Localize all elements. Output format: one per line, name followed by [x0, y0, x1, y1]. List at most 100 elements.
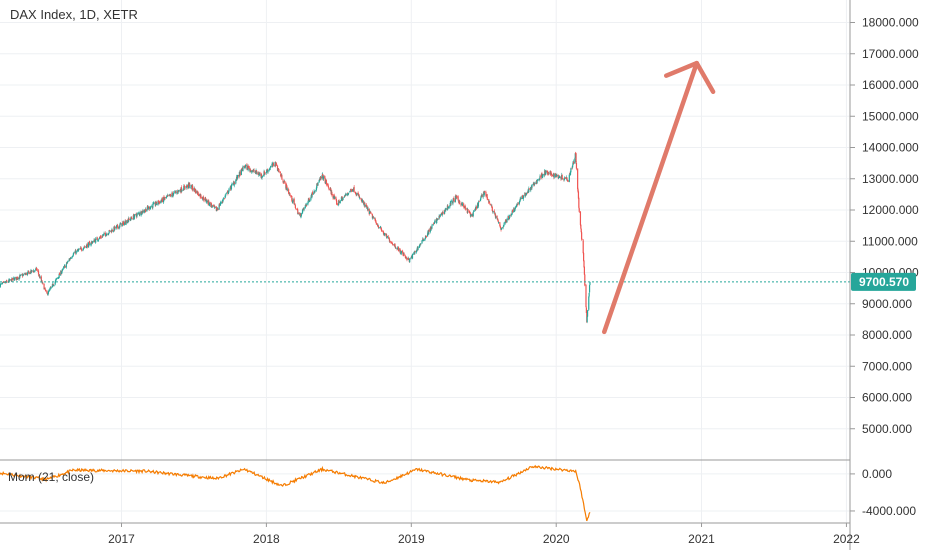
candle-body	[101, 235, 104, 238]
candle-body	[559, 176, 561, 178]
candle-body	[523, 195, 525, 198]
candle-body	[431, 225, 433, 229]
candle-body	[142, 210, 144, 214]
candle-body	[342, 197, 344, 201]
candle-body	[280, 174, 282, 177]
candle-body	[367, 208, 369, 210]
candle-body	[494, 214, 497, 218]
candle-body	[95, 238, 97, 243]
candle-body	[571, 165, 574, 168]
candle-body	[508, 217, 510, 220]
candle-body	[103, 233, 105, 235]
candle-body	[269, 168, 271, 170]
projection-arrow-shaft	[602, 60, 700, 335]
candle-body	[186, 185, 188, 188]
candle-body	[380, 227, 382, 228]
candle-body	[584, 274, 586, 286]
candle-body	[140, 211, 142, 215]
candle-body	[349, 189, 352, 191]
candle-body	[125, 223, 127, 225]
candle-body	[289, 193, 291, 195]
candle-body	[87, 242, 90, 248]
candle-body	[321, 175, 323, 179]
candle-body	[74, 252, 76, 253]
candle-body	[421, 239, 424, 241]
candle-body	[528, 188, 530, 190]
candle-body	[160, 200, 162, 204]
candle-body	[17, 278, 19, 280]
candle-body	[204, 198, 206, 201]
candle-body	[493, 210, 495, 213]
candle-body	[20, 274, 22, 276]
candle-body	[278, 168, 280, 172]
candle-body	[302, 208, 304, 210]
candle-body	[324, 175, 326, 179]
time-tick-label: 2022	[833, 532, 860, 546]
candle-body	[78, 248, 80, 250]
candle-body	[106, 233, 108, 235]
candle-body	[184, 186, 186, 189]
candle-body	[60, 272, 63, 274]
candle-body	[432, 224, 434, 226]
candle-body	[282, 182, 285, 184]
price-tick-label: 5000.000	[862, 422, 912, 436]
candle-body	[394, 246, 397, 249]
candle-body	[397, 247, 400, 252]
candle-body	[258, 173, 260, 176]
candle-body	[423, 240, 425, 242]
price-tick-label: 11000.000	[862, 234, 918, 248]
candle-body	[536, 179, 539, 181]
candle-body	[79, 247, 82, 249]
candle-body	[65, 263, 67, 268]
candle-body	[176, 191, 179, 193]
candle-body	[264, 172, 266, 174]
candle-body	[581, 239, 583, 241]
candle-body	[380, 229, 383, 231]
candle-body	[303, 207, 305, 210]
candle-body	[350, 188, 352, 190]
candle-body	[197, 194, 200, 196]
candle-body	[33, 270, 36, 272]
candle-body	[63, 265, 65, 268]
candle-body	[219, 203, 221, 205]
candle-body	[360, 197, 362, 199]
candle-body	[499, 225, 501, 228]
candle-body	[588, 296, 590, 310]
candle-body	[281, 175, 283, 180]
candle-body	[514, 206, 516, 209]
candle-body	[252, 169, 254, 171]
candle-body	[79, 248, 81, 250]
candle-body	[566, 179, 568, 181]
candle-body	[541, 173, 543, 178]
candle-body	[222, 201, 224, 203]
candle-body	[400, 251, 402, 254]
candle-body	[1, 283, 3, 285]
price-axis: 18000.000 17000.000 16000.000 15000.000 1400…	[850, 16, 919, 436]
candle-body	[63, 267, 65, 268]
candle-body	[322, 174, 324, 177]
candle-body	[567, 180, 569, 182]
candle-body	[509, 214, 511, 218]
candle-body	[494, 212, 496, 214]
candle-body	[286, 189, 289, 191]
candle-body	[477, 202, 479, 207]
grid	[0, 0, 850, 523]
candle-body	[354, 192, 356, 194]
candle-body	[357, 192, 359, 195]
candle-body	[585, 307, 587, 313]
candle-body	[300, 213, 302, 217]
candle-body	[424, 235, 427, 239]
candle-body	[575, 153, 577, 163]
candle-body	[235, 179, 237, 184]
candle-body	[450, 200, 453, 202]
candle-body	[253, 170, 255, 172]
candle-body	[193, 188, 196, 191]
candle-body	[14, 277, 16, 279]
candle-body	[102, 235, 104, 237]
candle-body	[89, 242, 91, 246]
candle-body	[557, 174, 559, 179]
candle-body	[557, 177, 560, 179]
candle-body	[453, 198, 455, 202]
candle-body	[31, 270, 33, 272]
candle-body	[520, 198, 522, 200]
